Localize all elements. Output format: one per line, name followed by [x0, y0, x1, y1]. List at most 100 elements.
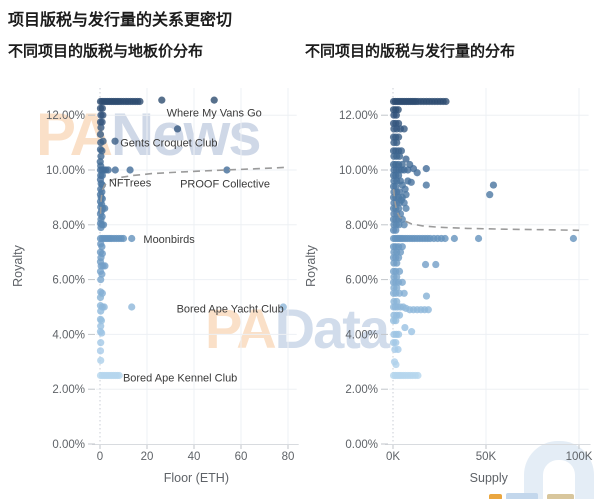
scatter-point — [394, 133, 403, 141]
scatter-point — [400, 289, 408, 297]
scatter-point — [395, 188, 404, 196]
scatter-point — [136, 97, 144, 106]
y-tick-label: 10.00% — [339, 165, 378, 177]
annotation-label: Moonbirds — [143, 234, 195, 246]
logo-fragment-blue — [506, 493, 538, 499]
y-tick-label: 10.00% — [46, 165, 85, 177]
scatter-point — [398, 243, 406, 251]
scatter-point — [400, 125, 408, 133]
annotation-label: Bored Ape Yacht Club — [177, 303, 284, 315]
scatter-point — [394, 204, 403, 212]
scatter-point — [413, 169, 421, 177]
scatter-point — [397, 147, 405, 155]
right-chart-title: 不同项目的版税与发行量的分布 — [305, 43, 516, 60]
scatter-point — [111, 137, 119, 145]
scatter-point — [210, 96, 218, 104]
y-tick-label: 0.00% — [345, 439, 378, 451]
scatter-point — [173, 125, 182, 133]
scatter-point — [96, 347, 105, 355]
scatter-point — [97, 356, 105, 365]
scatter-point — [394, 330, 403, 338]
scatter-point — [569, 234, 578, 243]
scatter-point — [101, 262, 109, 270]
scatter-point — [424, 306, 432, 314]
annotation-label: NFTrees — [109, 177, 152, 189]
scatter-point — [98, 270, 106, 278]
scatter-point — [421, 260, 430, 269]
scatter-point — [393, 259, 401, 267]
scatter-point — [392, 360, 400, 369]
scatter-point — [392, 111, 400, 119]
scatter-point — [393, 139, 401, 147]
y-tick-label: 8.00% — [52, 220, 85, 232]
x-tick-label: 40 — [188, 451, 201, 463]
scatter-point — [393, 284, 401, 292]
annotation-label: PROOF Collective — [180, 179, 270, 191]
scatter-point — [407, 178, 415, 186]
y-tick-label: 12.00% — [339, 110, 378, 122]
scatter-point — [158, 96, 166, 104]
scatter-point — [97, 307, 105, 315]
scatter-point — [119, 234, 128, 243]
x-tick-label: 0K — [386, 451, 400, 463]
x-tick-label: 20 — [141, 451, 154, 463]
scatter-point — [97, 276, 105, 284]
scatter-point — [394, 119, 403, 128]
scatter-point — [395, 221, 403, 229]
logo-fragment-tan — [547, 494, 574, 499]
scatter-point — [98, 147, 106, 155]
scatter-point — [408, 328, 416, 336]
scatter-point — [279, 303, 287, 311]
scatter-point — [97, 139, 105, 147]
scatter-point — [111, 166, 119, 174]
scatter-point — [96, 130, 105, 138]
scatter-point — [223, 166, 231, 174]
x-tick-label: 0 — [97, 451, 103, 463]
scatter-point — [98, 118, 106, 126]
y-tick-label: 2.00% — [345, 384, 378, 396]
scatter-point — [96, 293, 105, 302]
scatter-point — [432, 260, 440, 269]
scatter-point — [414, 371, 422, 380]
scatter-point — [97, 152, 105, 160]
scatter-point — [402, 191, 410, 199]
y-tick-label: 0.00% — [52, 439, 85, 451]
y-tick-label: 2.00% — [52, 384, 85, 396]
scatter-point — [401, 323, 409, 332]
scatter-point — [97, 223, 105, 232]
scatter-point — [402, 155, 410, 163]
y-tick-label: 4.00% — [52, 329, 85, 341]
scatter-point — [392, 182, 400, 191]
scatter-point — [393, 273, 401, 281]
y-tick-label: 6.00% — [52, 275, 85, 287]
scatter-point — [401, 185, 409, 193]
scatter-point — [128, 303, 136, 311]
scatter-point — [474, 234, 483, 243]
scatter-point — [450, 234, 458, 243]
scatter-point — [397, 196, 405, 204]
scatter-point — [99, 111, 107, 119]
annotation-label: Bored Ape Kennel Club — [123, 373, 237, 385]
watermark-news-text: News — [110, 101, 262, 168]
scatter-point — [126, 166, 134, 174]
x-tick-label: 60 — [235, 451, 248, 463]
scatter-point — [393, 297, 401, 306]
y-tick-label: 8.00% — [345, 220, 378, 232]
y-axis-title-right: Royalty — [304, 244, 318, 286]
padata-watermark: PAData — [205, 296, 390, 361]
scatter-point — [394, 345, 402, 354]
scatter-point — [442, 97, 450, 106]
scatter-point — [128, 234, 136, 243]
x-axis-title-right: Supply — [470, 471, 509, 485]
scatter-point — [489, 181, 498, 189]
panews-logo-arch-watermark — [524, 441, 594, 499]
scatter-point — [396, 248, 405, 256]
logo-fragment-orange — [489, 494, 502, 499]
scatter-point — [395, 267, 404, 275]
scatter-point — [98, 243, 106, 251]
scatter-point — [402, 204, 410, 212]
scatter-point — [97, 123, 105, 132]
page-title: 项目版税与发行量的关系更密切 — [8, 12, 233, 29]
